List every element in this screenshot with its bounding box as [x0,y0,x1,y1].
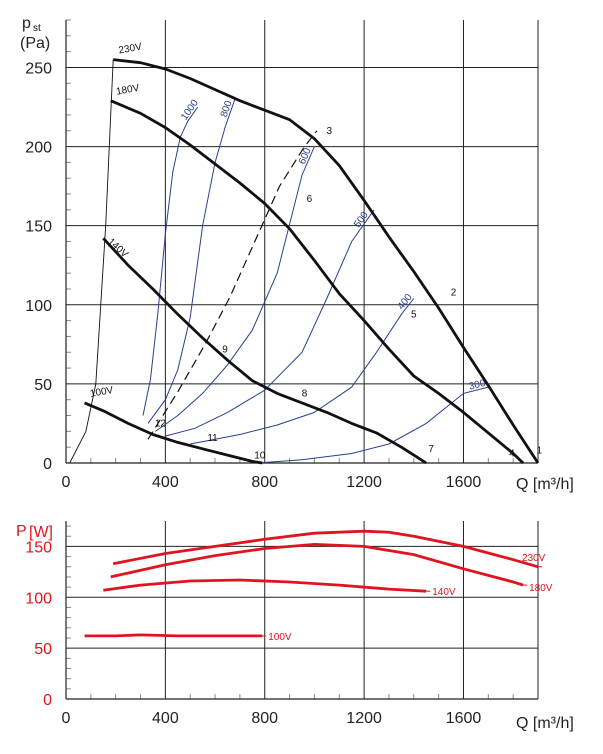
operating-point-label-10: 10 [254,450,266,461]
rpm-curve-600 [155,146,315,432]
power-x-axis-title: Q [m³/h] [516,715,574,732]
pressure-x-tick-label: 400 [152,474,179,491]
rpm-label-600: 600 [297,146,314,166]
operating-point-label-11: 11 [207,433,218,444]
voltage-curve-100V [84,401,263,465]
operating-point-label-7: 7 [428,444,434,455]
rpm-label-800: 800 [219,99,235,119]
power-label-230V: 230V [522,553,546,564]
power-x-tick-label: 400 [152,710,179,727]
power-y-tick-label: 100 [25,590,52,607]
operating-point-label-8: 8 [302,389,308,400]
voltage-label-230V: 230V [118,42,143,57]
power-x-tick-label: 1200 [346,710,382,727]
voltage-curve-230V [113,58,540,464]
voltage-label-180V: 180V [115,83,140,98]
power-label-180V: 180V [529,583,553,594]
operating-point-label-12: 12 [155,419,167,430]
operating-point-label-1: 1 [536,446,542,457]
rpm-label-500: 500 [352,210,371,230]
pressure-y-tick-label: 50 [34,377,52,394]
operating-point-label-3: 3 [327,126,333,137]
voltage-label-140V: 140V [105,236,130,260]
power-label-100V: 100V [268,632,292,643]
pressure-y-axis-subscript: st [33,23,41,34]
operating-point-label-4: 4 [509,449,515,460]
rpm-label-300: 300 [468,378,487,393]
pressure-y-tick-label: 150 [25,219,52,236]
power-x-tick-label: 0 [62,710,71,727]
operating-point-label-9: 9 [222,344,228,355]
operating-point-label-5: 5 [411,309,417,320]
pressure-y-tick-label: 250 [25,60,52,77]
power-y-axis-title: P [16,523,27,540]
pressure-x-tick-label: 0 [62,474,71,491]
pressure-y-tick-label: 0 [43,456,52,473]
operating-point-label-6: 6 [307,194,313,205]
power-y-tick-label: 50 [34,641,52,658]
rpm-curve-500 [165,209,375,437]
pressure-y-tick-label: 100 [25,298,52,315]
rpm-curve-400 [190,298,415,445]
system-curve-dashed [147,130,318,440]
power-y-tick-label: 0 [43,692,52,709]
voltage-curve-140V [102,237,427,465]
power-y-tick-label: 150 [25,539,52,556]
rpm-curve-1000 [142,106,199,416]
power-x-tick-label: 800 [251,710,278,727]
system-curve-solid [69,59,114,464]
power-y-axis-unit: [W] [29,524,53,541]
voltage-label-100V: 100V [89,385,114,400]
power-x-tick-label: 1600 [446,710,482,727]
power-label-140V: 140V [432,587,456,598]
pressure-y-axis-unit: (Pa) [20,35,50,52]
pressure-x-tick-label: 1600 [446,474,482,491]
pressure-y-tick-label: 200 [25,140,52,157]
pressure-x-axis-title: Q [m³/h] [516,476,574,493]
pressure-y-axis-title: p [22,15,31,32]
power-curve-180V [110,543,524,587]
rpm-label-1000: 1000 [179,98,201,123]
operating-point-label-2: 2 [451,287,457,298]
pressure-x-tick-label: 800 [251,474,278,491]
power-curve-100V [84,633,263,638]
power-curve-230V [112,529,539,569]
power-curve-140V [103,578,427,593]
rpm-curve-300 [257,386,489,464]
pressure-x-tick-label: 1200 [346,474,382,491]
rpm-curve-800 [147,98,236,424]
voltage-curve-180V [110,99,525,465]
